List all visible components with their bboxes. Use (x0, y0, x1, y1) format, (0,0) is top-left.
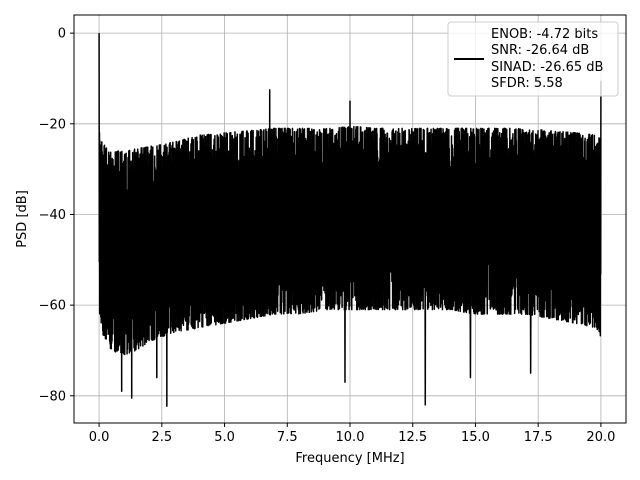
x-tick-label: 10.0 (336, 430, 365, 445)
x-tick-label: 12.5 (398, 430, 427, 445)
psd-series-line (98, 33, 602, 407)
x-tick-label: 5.0 (214, 430, 235, 445)
y-tick-label: −80 (39, 389, 66, 404)
legend-entry-snr: SNR: -26.64 dB (491, 43, 589, 58)
x-tick-label: 0.0 (89, 430, 110, 445)
y-tick-label: 0 (58, 27, 66, 42)
plot-area (98, 33, 602, 407)
legend-box (447, 21, 619, 97)
legend-entry-sfdr: SFDR: 5.58 (491, 76, 563, 91)
legend-entry-sinad: SINAD: -26.65 dB (491, 60, 603, 75)
y-axis-label: PSD [dB] (15, 190, 30, 248)
x-tick-label: 2.5 (151, 430, 172, 445)
x-axis: 0.0 2.5 5.0 7.5 10.0 12.5 15.0 17.5 20.0 (89, 423, 615, 445)
legend: ENOB: -4.72 bits SNR: -26.64 dB SINAD: -… (447, 21, 619, 97)
legend-entry-enob: ENOB: -4.72 bits (491, 27, 598, 42)
x-tick-label: 17.5 (524, 430, 553, 445)
y-tick-label: −20 (39, 117, 66, 132)
x-tick-label: 7.5 (277, 430, 298, 445)
x-tick-label: 20.0 (586, 430, 615, 445)
x-axis-label: Frequency [MHz] (295, 451, 404, 466)
y-tick-label: −40 (39, 208, 66, 223)
y-axis: 0 −20 −40 −60 −80 (39, 27, 74, 404)
y-tick-label: −60 (39, 299, 66, 314)
x-tick-label: 15.0 (461, 430, 490, 445)
